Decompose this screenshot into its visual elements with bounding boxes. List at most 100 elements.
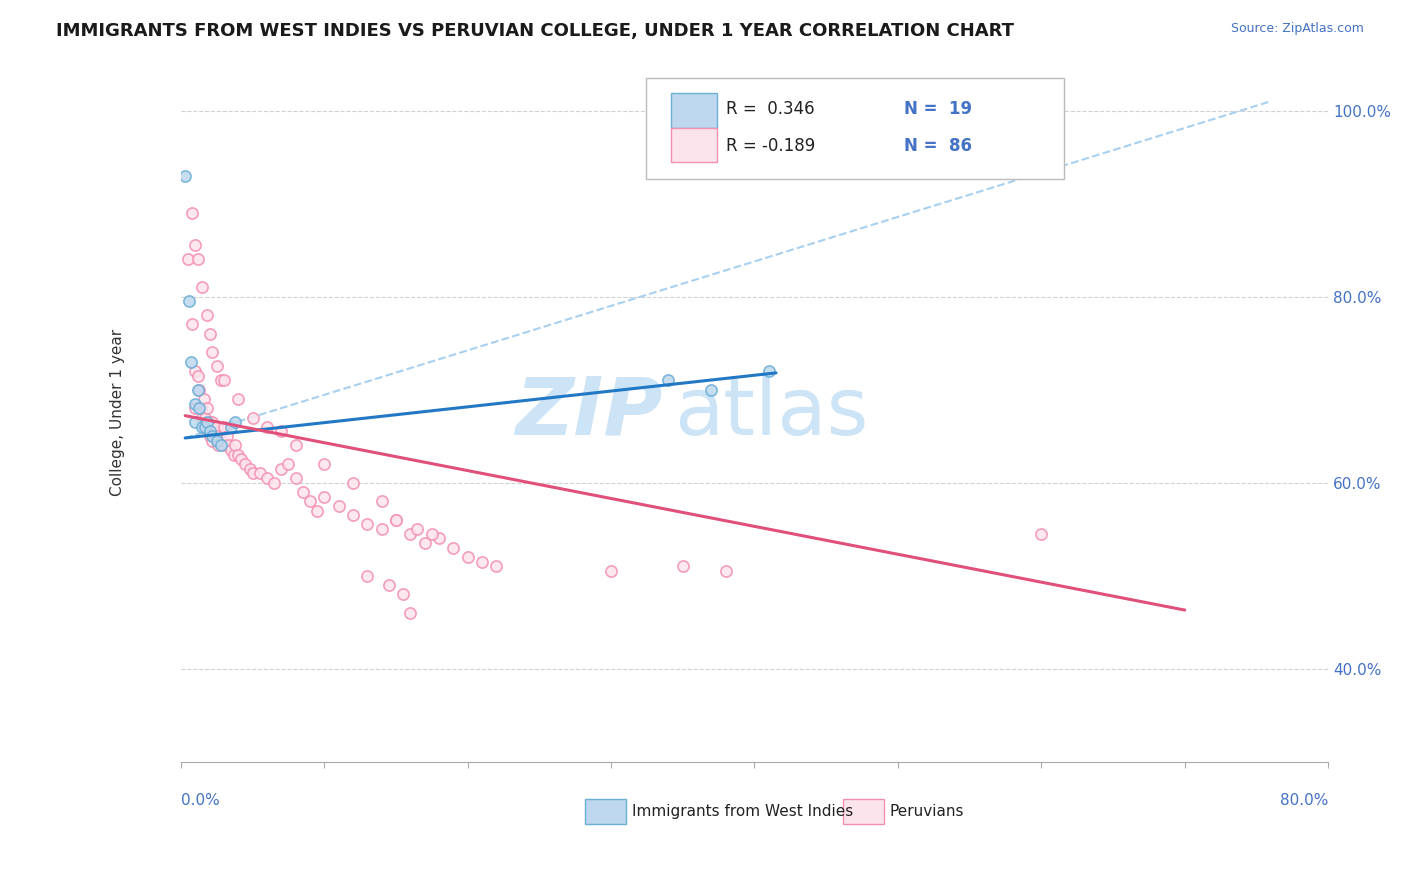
Point — [758, 364, 780, 378]
Text: Peruvians: Peruvians — [890, 805, 965, 820]
Point — [270, 425, 292, 439]
Point — [657, 373, 679, 387]
Point — [198, 326, 221, 341]
FancyBboxPatch shape — [842, 799, 884, 824]
Point — [205, 359, 228, 374]
Point — [184, 401, 207, 416]
Text: IMMIGRANTS FROM WEST INDIES VS PERUVIAN COLLEGE, UNDER 1 YEAR CORRELATION CHART: IMMIGRANTS FROM WEST INDIES VS PERUVIAN … — [56, 22, 1014, 40]
Point — [202, 429, 225, 443]
Point — [212, 438, 235, 452]
Point — [284, 438, 307, 452]
Point — [263, 475, 285, 490]
Point — [427, 532, 450, 546]
Point — [190, 401, 212, 416]
Text: College, Under 1 year: College, Under 1 year — [110, 329, 125, 497]
Point — [181, 206, 204, 220]
Point — [184, 415, 207, 429]
Point — [714, 564, 737, 578]
Point — [270, 461, 292, 475]
Point — [201, 415, 224, 429]
Text: atlas: atlas — [675, 374, 869, 452]
Point — [235, 457, 257, 471]
Point — [399, 606, 422, 620]
Point — [370, 494, 392, 508]
Point — [298, 494, 321, 508]
Point — [249, 467, 271, 481]
Point — [226, 448, 249, 462]
Point — [194, 410, 217, 425]
Point — [184, 238, 207, 252]
Point — [188, 383, 211, 397]
Text: ZIP: ZIP — [516, 374, 662, 452]
Point — [700, 383, 723, 397]
Point — [191, 410, 214, 425]
Point — [485, 559, 508, 574]
Point — [314, 490, 336, 504]
Point — [342, 508, 364, 523]
Point — [413, 536, 436, 550]
Point — [194, 419, 217, 434]
Point — [201, 434, 224, 448]
Point — [207, 438, 229, 452]
Point — [205, 434, 228, 448]
Point — [193, 392, 215, 406]
Point — [179, 294, 201, 309]
Text: Immigrants from West Indies: Immigrants from West Indies — [631, 805, 853, 820]
Point — [209, 438, 232, 452]
Point — [229, 452, 252, 467]
Point — [441, 541, 464, 555]
Point — [209, 434, 232, 448]
Point — [187, 252, 209, 267]
Point — [184, 396, 207, 410]
Point — [181, 318, 204, 332]
Point — [256, 471, 278, 485]
Point — [187, 368, 209, 383]
Point — [277, 457, 299, 471]
Point — [195, 419, 218, 434]
Point — [177, 252, 200, 267]
Point — [291, 484, 314, 499]
Point — [224, 415, 246, 429]
Point — [224, 438, 246, 452]
Point — [420, 526, 443, 541]
Point — [314, 457, 336, 471]
FancyBboxPatch shape — [671, 128, 717, 162]
Point — [198, 429, 221, 443]
Point — [219, 419, 242, 434]
Text: N =  19: N = 19 — [904, 101, 972, 119]
Point — [215, 429, 238, 443]
Point — [600, 564, 623, 578]
Point — [342, 475, 364, 490]
Point — [195, 401, 218, 416]
Text: R = -0.189: R = -0.189 — [725, 136, 815, 154]
Point — [205, 429, 228, 443]
Point — [198, 425, 221, 439]
Point — [219, 443, 242, 458]
Point — [201, 345, 224, 359]
Point — [1031, 526, 1053, 541]
Point — [201, 429, 224, 443]
Point — [226, 392, 249, 406]
Point — [406, 522, 429, 536]
Point — [399, 526, 422, 541]
Point — [184, 364, 207, 378]
Point — [188, 401, 211, 416]
Point — [328, 499, 350, 513]
Point — [222, 448, 245, 462]
Point — [209, 373, 232, 387]
Point — [200, 419, 222, 434]
Point — [385, 513, 408, 527]
Point — [180, 354, 202, 368]
Point — [307, 503, 329, 517]
Point — [256, 419, 278, 434]
Text: N =  86: N = 86 — [904, 136, 972, 154]
Point — [195, 308, 218, 322]
Point — [242, 467, 264, 481]
Point — [457, 549, 479, 564]
Point — [370, 522, 392, 536]
Point — [217, 438, 239, 452]
Point — [378, 578, 401, 592]
Point — [191, 280, 214, 294]
Point — [187, 383, 209, 397]
Text: 80.0%: 80.0% — [1279, 793, 1329, 808]
